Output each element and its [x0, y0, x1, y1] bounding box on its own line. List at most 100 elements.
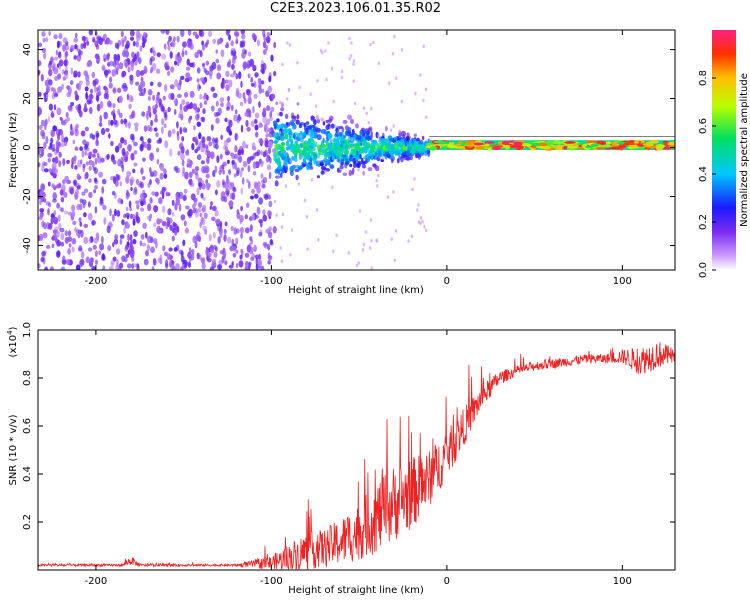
- spectrogram-cell: [81, 35, 86, 42]
- spectrogram-cell: [128, 200, 132, 208]
- spectrogram-cell: [170, 263, 175, 270]
- spectrogram-cell: [73, 73, 78, 78]
- spectrogram-cell: [416, 208, 419, 212]
- spectrogram-cell: [71, 204, 76, 212]
- spectrogram-cell: [310, 115, 316, 120]
- spectrogram-cell: [260, 80, 265, 85]
- spectrogram-cell: [160, 30, 166, 34]
- spectrogram-cell: [313, 158, 317, 163]
- spectrogram-cell: [157, 81, 162, 88]
- spectrogram-cell: [176, 93, 182, 99]
- spectrogram-cell: [77, 204, 83, 210]
- spectrogram-cell: [138, 92, 144, 97]
- spectrogram-cell: [177, 51, 181, 57]
- spectrogram-cell: [290, 139, 294, 144]
- spectrogram-cell: [280, 168, 284, 174]
- spectrogram-cell: [84, 86, 89, 92]
- spectrogram-cell: [58, 59, 64, 67]
- spectrogram-cell: [232, 186, 236, 192]
- spectrogram-cell: [337, 169, 342, 173]
- spectrogram-cell: [84, 172, 87, 180]
- spectrogram-cell: [355, 150, 359, 156]
- spectrogram-cell: [364, 144, 370, 151]
- spectrogram-cell: [273, 41, 277, 49]
- spectrogram-cell: [89, 133, 94, 139]
- spectrogram-cell: [201, 43, 206, 51]
- spectrogram-cell: [260, 150, 263, 155]
- spectrogram-cell: [262, 49, 267, 55]
- spectrogram-cell: [210, 86, 215, 92]
- spectrogram-cell: [94, 85, 97, 93]
- spectrogram-cell: [406, 132, 410, 137]
- spectrogram-cell: [102, 265, 106, 270]
- spectrogram-cell: [274, 143, 279, 150]
- spectrogram-cell: [189, 62, 194, 68]
- spectrogram-cell: [162, 95, 166, 101]
- spectrogram-cell: [84, 103, 87, 111]
- spectrogram-cell: [361, 147, 365, 152]
- spectrogram-cell: [330, 123, 335, 129]
- spectrogram-cell: [390, 237, 394, 241]
- spectrogram-cell: [402, 145, 407, 152]
- spectrogram-cell: [151, 63, 157, 71]
- spectrogram-cell: [233, 227, 238, 235]
- spectrogram-cell: [38, 125, 43, 130]
- spectrogram-cell: [111, 190, 116, 196]
- spectrogram-cell: [210, 151, 215, 160]
- spectrogram-cell: [77, 71, 81, 78]
- spectrogram-cell: [341, 156, 344, 160]
- spectrogram-y-ticks: -40 -20 0 20 40: [22, 43, 675, 254]
- spectrogram-cell: [368, 135, 373, 141]
- spectrogram-cell: [196, 67, 201, 74]
- spectrogram-cell: [101, 178, 107, 185]
- spectrogram-cell: [58, 128, 63, 136]
- spectrogram-cell: [262, 177, 268, 184]
- spectrogram-cell: [278, 130, 282, 135]
- spectrogram-cell: [340, 75, 343, 80]
- spectrogram-cell: [182, 41, 187, 48]
- spectrogram-cell: [50, 216, 54, 225]
- spectrogram-cell: [64, 59, 68, 65]
- spectrogram-cell: [405, 150, 409, 155]
- spectrogram-cell: [333, 137, 338, 144]
- spectrogram-cell: [206, 182, 209, 187]
- spectrogram-cell: [240, 205, 243, 212]
- spectrogram-cell: [215, 189, 218, 196]
- spectrogram-cell: [275, 213, 278, 218]
- spectrogram-cell: [88, 191, 93, 199]
- spectrogram-cell: [552, 141, 564, 145]
- spectrogram-cell: [616, 141, 625, 145]
- spectrogram-cell: [56, 107, 62, 116]
- spectrogram-cell: [47, 222, 53, 230]
- spectrogram-cell: [189, 115, 193, 120]
- spectrogram-cell: [325, 119, 329, 123]
- spectrogram-cell: [134, 263, 137, 268]
- spectrogram-cell: [241, 148, 244, 156]
- spectrogram-cell: [611, 141, 618, 146]
- spectrogram-cell: [219, 250, 225, 255]
- spectrogram-cell: [123, 139, 128, 146]
- spectrogram-cell: [94, 185, 98, 190]
- spectrogram-cell: [370, 142, 376, 147]
- snr-y-label: SNR (10 * v/v): [8, 414, 19, 485]
- spectrogram-cell: [258, 101, 261, 108]
- spectrogram-cell: [258, 122, 262, 129]
- spectrogram-cell: [152, 258, 157, 266]
- spectrogram-cell: [88, 151, 93, 156]
- spectrogram-cell: [125, 60, 128, 69]
- spectrogram-cell: [173, 36, 176, 42]
- spectrogram-cell: [114, 42, 119, 49]
- spectrogram-cell: [168, 35, 173, 42]
- spectrogram-cell: [45, 37, 49, 43]
- spectrogram-cell: [192, 31, 198, 36]
- spectrogram-cell: [290, 228, 294, 232]
- spectrogram-cell: [285, 146, 290, 151]
- spectrogram-cell: [62, 37, 68, 44]
- snr-x-label: Height of straight line (km): [288, 585, 424, 596]
- spectrogram-cell: [384, 138, 389, 145]
- spectrogram-cell: [74, 227, 77, 233]
- spectrogram-cell: [365, 154, 370, 158]
- spectrogram-cell: [53, 216, 59, 225]
- spectrogram-cell: [78, 217, 82, 223]
- spectrogram-cell: [73, 55, 77, 60]
